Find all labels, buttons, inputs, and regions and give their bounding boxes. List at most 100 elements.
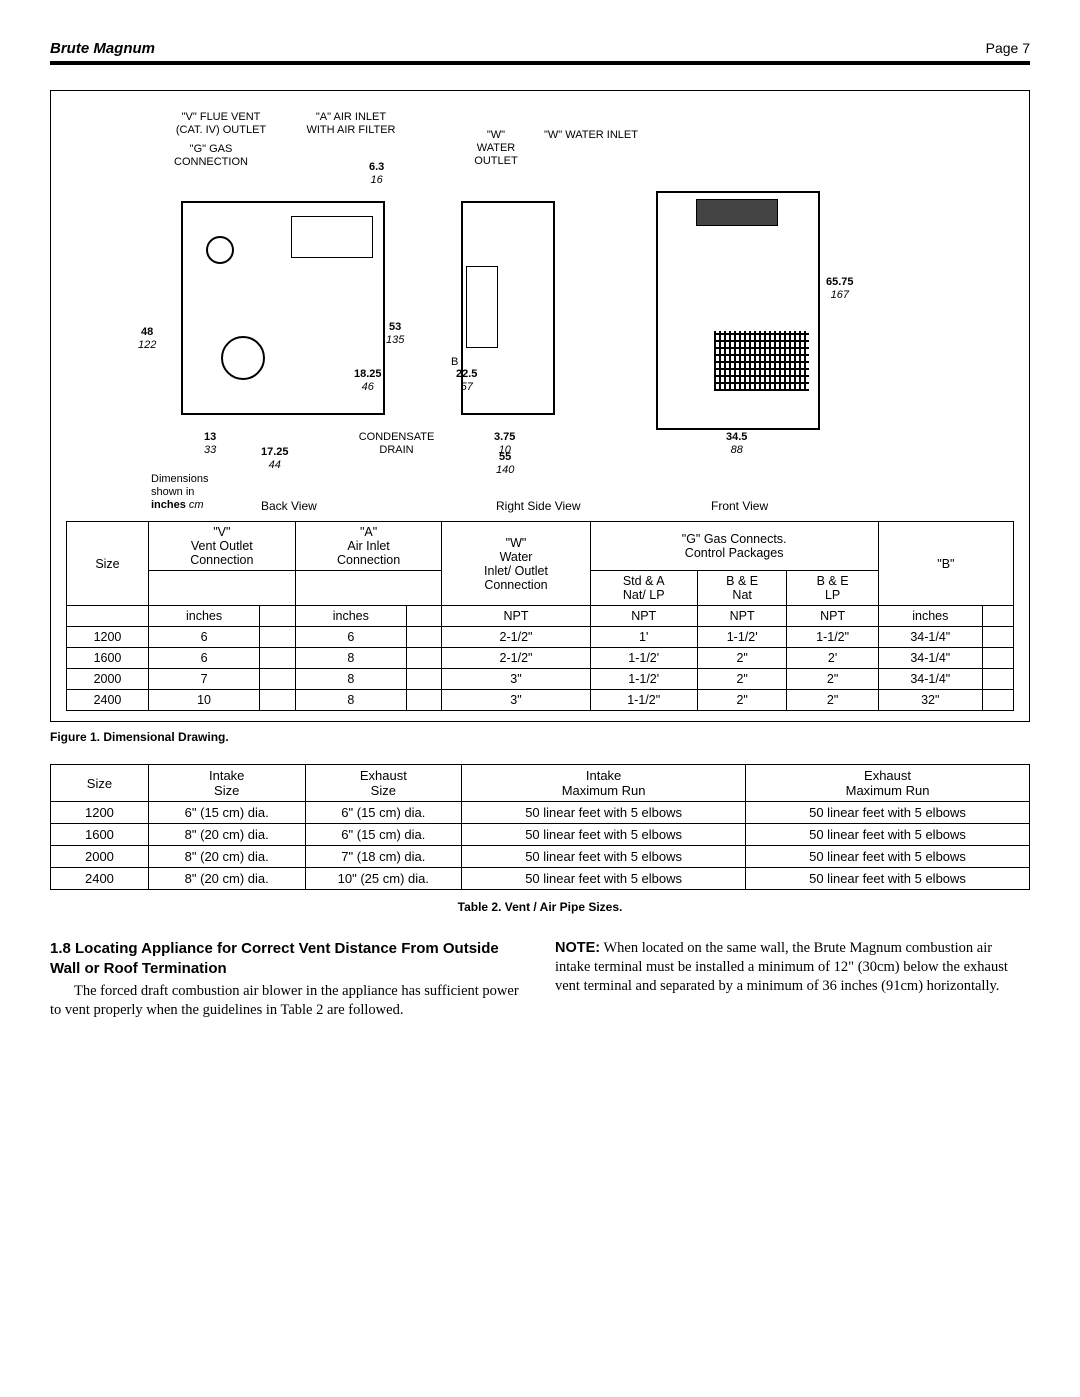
t1-h-g1: Std & A Nat/ LP: [590, 571, 697, 606]
table-row: 2000783"1-1/2'2"2"34-1/4": [67, 669, 1014, 690]
t1-u-in3: inches: [878, 606, 982, 627]
t2-h-intake-size: Intake Size: [148, 765, 305, 802]
t1-u-in1: inches: [148, 606, 259, 627]
dim-13-in: 13: [204, 431, 216, 443]
table-cell: 6: [148, 648, 259, 669]
t1-u-in2: inches: [295, 606, 406, 627]
t2-h-exhaust-size: Exhaust Size: [305, 765, 462, 802]
t2-h-size: Size: [51, 765, 149, 802]
section-heading: 1.8 Locating Appliance for Correct Vent …: [50, 939, 525, 978]
table-cell: 6: [148, 627, 259, 648]
dim-225-in: 22.5: [456, 368, 477, 380]
t1-h-size: Size: [67, 522, 149, 606]
t1-h-g3: B & E LP: [787, 571, 878, 606]
table-cell: [982, 648, 1013, 669]
table-cell: 50 linear feet with 5 elbows: [746, 824, 1030, 846]
dim-note-l1: Dimensions: [151, 473, 208, 485]
table-cell: 50 linear feet with 5 elbows: [462, 802, 746, 824]
table-row: 1600682-1/2"1-1/2'2"2'34-1/4": [67, 648, 1014, 669]
dim-note-l2: shown in: [151, 486, 194, 498]
label-w-inlet: "W" WATER INLET: [526, 129, 656, 142]
table-cell: 6" (15 cm) dia.: [305, 824, 462, 846]
table-cell: [982, 669, 1013, 690]
table-cell: 2": [697, 690, 787, 711]
table-cell: 2": [787, 669, 878, 690]
dim-48-cm: 122: [138, 339, 156, 351]
figure-1-caption: Figure 1. Dimensional Drawing.: [50, 730, 1030, 744]
table-cell: 7" (18 cm) dia.: [305, 846, 462, 868]
t1-h-w: "W" Water Inlet/ Outlet Connection: [442, 522, 590, 606]
table-cell: 1-1/2': [590, 648, 697, 669]
vent-pipe-table: Size Intake Size Exhaust Size Intake Max…: [50, 764, 1030, 890]
table-cell: 8" (20 cm) dia.: [148, 824, 305, 846]
table-cell: 1600: [67, 648, 149, 669]
t1-u-npt1: NPT: [442, 606, 590, 627]
table-cell: 50 linear feet with 5 elbows: [746, 802, 1030, 824]
table-row: 24008" (20 cm) dia.10" (25 cm) dia.50 li…: [51, 868, 1030, 890]
table-cell: 1-1/2": [590, 690, 697, 711]
table-cell: 10: [148, 690, 259, 711]
table-cell: [260, 627, 296, 648]
table-row: 20008" (20 cm) dia.7" (18 cm) dia.50 lin…: [51, 846, 1030, 868]
table-cell: 1-1/2': [697, 627, 787, 648]
figure-1-box: "V" FLUE VENT (CAT. IV) OUTLET "G" GAS C…: [50, 90, 1030, 722]
dim-1725-in: 17.25: [261, 446, 289, 458]
table-cell: 34-1/4": [878, 627, 982, 648]
table-cell: 7: [148, 669, 259, 690]
dim-63-in: 6.3: [369, 161, 384, 173]
section-note: NOTE: When located on the same wall, the…: [555, 939, 1030, 996]
table-cell: [982, 627, 1013, 648]
view-front: Front View: [711, 499, 768, 513]
table-cell: [406, 690, 442, 711]
table-cell: [406, 669, 442, 690]
dimensional-table: Size "V" Vent Outlet Connection "A" Air …: [66, 521, 1014, 711]
table-cell: [982, 690, 1013, 711]
table-cell: [406, 627, 442, 648]
table-cell: 50 linear feet with 5 elbows: [462, 846, 746, 868]
table-cell: 1200: [67, 627, 149, 648]
dim-53-cm: 135: [386, 334, 404, 346]
dim-6575-in: 65.75: [826, 276, 854, 288]
table-cell: 2-1/2": [442, 648, 590, 669]
t1-h-g2: B & E Nat: [697, 571, 787, 606]
table-cell: 2": [697, 669, 787, 690]
dim-1825-cm: 46: [362, 381, 374, 393]
table-row: 1200662-1/2"1'1-1/2'1-1/2"34-1/4": [67, 627, 1014, 648]
label-v-flue: "V" FLUE VENT (CAT. IV) OUTLET: [161, 111, 281, 137]
table-cell: 6: [295, 627, 406, 648]
dim-13-cm: 33: [204, 444, 216, 456]
table-cell: 50 linear feet with 5 elbows: [746, 868, 1030, 890]
table-cell: 1600: [51, 824, 149, 846]
table-cell: 50 linear feet with 5 elbows: [746, 846, 1030, 868]
dim-48-in: 48: [141, 326, 153, 338]
dim-53-in: 53: [389, 321, 401, 333]
table-cell: [260, 690, 296, 711]
section-p1: The forced draft combustion air blower i…: [50, 982, 525, 1020]
back-view-port-1: [206, 236, 234, 264]
table-cell: 3": [442, 690, 590, 711]
table-cell: 2': [787, 648, 878, 669]
table-cell: 6" (15 cm) dia.: [148, 802, 305, 824]
dim-225-cm: 57: [461, 381, 473, 393]
table-cell: 32": [878, 690, 982, 711]
dim-375-in: 3.75: [494, 431, 515, 443]
table-cell: 50 linear feet with 5 elbows: [462, 868, 746, 890]
t1-h-g: "G" Gas Connects. Control Packages: [590, 522, 878, 571]
table-cell: 1-1/2': [590, 669, 697, 690]
front-view-grille: [714, 331, 809, 391]
table-cell: 8: [295, 648, 406, 669]
dim-55-in: 55: [499, 451, 511, 463]
label-condensate: CONDENSATE DRAIN: [349, 431, 444, 457]
dim-63-cm: 16: [371, 174, 383, 186]
front-view-rect: [656, 191, 820, 430]
t1-u-npt3: NPT: [697, 606, 787, 627]
view-right: Right Side View: [496, 499, 581, 513]
table-cell: 50 linear feet with 5 elbows: [462, 824, 746, 846]
body-text: 1.8 Locating Appliance for Correct Vent …: [50, 939, 1030, 1020]
table-cell: 8: [295, 690, 406, 711]
table-cell: 2000: [51, 846, 149, 868]
t1-h-a: "A" Air Inlet Connection: [295, 522, 442, 571]
table-cell: 1': [590, 627, 697, 648]
table-cell: 10" (25 cm) dia.: [305, 868, 462, 890]
table-cell: 2": [787, 690, 878, 711]
